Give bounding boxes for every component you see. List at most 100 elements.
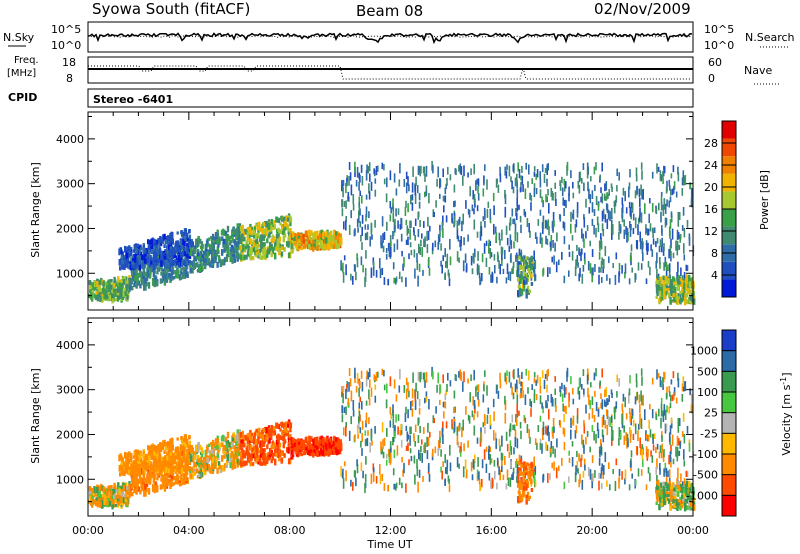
nave-tick-top: 60 (708, 56, 722, 69)
range-gate-cell (625, 207, 628, 214)
range-gate-cell (111, 488, 114, 496)
range-gate-cell (230, 246, 233, 252)
range-gate-cell (278, 456, 281, 462)
range-gate-cell (310, 230, 313, 236)
range-gate-cell (635, 174, 638, 182)
range-gate-cell (209, 455, 213, 461)
range-gate-cell (662, 171, 664, 180)
range-gate-cell (211, 445, 214, 452)
range-gate-cell (160, 466, 163, 473)
range-gate-cell (629, 221, 631, 228)
range-gate-cell (414, 218, 417, 226)
range-gate-cell (553, 255, 555, 265)
range-gate-cell (570, 211, 572, 222)
range-gate-cell (475, 180, 477, 191)
range-gate-cell (563, 208, 565, 216)
range-gate-cell (236, 429, 239, 436)
range-gate-cell (372, 257, 375, 265)
range-gate-cell (110, 284, 113, 290)
range-gate-cell (476, 263, 479, 273)
range-gate-cell (147, 445, 150, 451)
range-gate-cell (276, 238, 280, 245)
range-gate-cell (520, 224, 522, 234)
range-gate-cell (337, 443, 340, 448)
range-gate-cell (556, 232, 558, 242)
range-gate-cell (151, 265, 154, 273)
range-gate-cell (98, 290, 101, 294)
range-gate-cell (332, 437, 336, 442)
range-gate-cell (276, 444, 280, 451)
range-gate-cell (501, 257, 503, 266)
range-gate-cell (657, 286, 661, 291)
range-gate-cell (89, 285, 92, 289)
range-gate-cell (170, 479, 173, 485)
range-gate-cell (690, 187, 693, 199)
range-gate-cell (270, 458, 273, 464)
noise-tick-bottom-right: 10^0 (704, 39, 734, 52)
range-gate-cell (662, 275, 665, 283)
range-gate-cell (663, 289, 666, 296)
range-gate-cell (639, 197, 641, 207)
range-gate-cell (229, 462, 232, 469)
range-gate-cell (126, 461, 130, 467)
range-gate-cell (660, 174, 663, 182)
range-gate-cell (198, 458, 201, 463)
range-gate-cell (672, 165, 675, 173)
range-gate-cell (337, 439, 340, 444)
range-gate-cell (523, 255, 526, 262)
nsky-label: N.Sky (3, 31, 35, 44)
range-gate-cell (88, 281, 92, 286)
range-gate-cell (135, 488, 138, 495)
range-gate-cell (208, 450, 212, 457)
range-gate-cell (161, 459, 164, 463)
range-gate-cell (196, 458, 200, 463)
range-gate-cell (162, 483, 165, 488)
range-gate-cell (173, 249, 176, 255)
range-gate-cell (392, 262, 395, 270)
range-gate-cell (211, 233, 215, 240)
range-gate-cell (239, 226, 243, 232)
range-gate-cell (282, 441, 285, 449)
range-gate-cell (482, 216, 485, 222)
range-gate-cell (171, 277, 174, 281)
range-gate-cell (155, 445, 158, 452)
range-gate-cell (484, 210, 486, 220)
range-gate-cell (186, 453, 189, 459)
range-gate-cell (549, 246, 552, 252)
range-gate-cell (126, 246, 130, 253)
range-gate-cell (530, 263, 533, 271)
range-gate-cell (688, 274, 691, 282)
range-gate-cell (155, 247, 159, 255)
range-gate-cell (142, 267, 146, 275)
range-gate-cell (649, 198, 651, 204)
range-gate-cell (286, 421, 290, 426)
range-gate-cell (677, 232, 680, 240)
range-gate-cell (93, 486, 96, 494)
range-gate-cell (234, 244, 238, 252)
range-gate-cell (138, 479, 141, 484)
range-gate-cell (519, 187, 522, 193)
range-gate-cell (120, 491, 123, 497)
range-gate-cell (139, 477, 142, 481)
range-gate-cell (146, 272, 150, 278)
range-gate-cell (401, 250, 403, 257)
range-gate-cell (476, 178, 478, 185)
range-gate-cell (287, 447, 290, 454)
range-gate-cell (167, 441, 170, 448)
cpid-label: CPID (8, 91, 37, 104)
range-gate-cell (279, 222, 282, 226)
range-gate-cell (645, 240, 648, 246)
range-gate-cell (142, 247, 146, 254)
range-gate-cell (232, 239, 235, 244)
range-gate-cell (638, 215, 641, 222)
range-gate-cell (382, 233, 384, 244)
range-gate-cell (254, 445, 257, 452)
range-gate-cell (354, 161, 356, 173)
range-gate-cell (155, 244, 158, 249)
range-gate-cell (655, 295, 658, 299)
range-gate-cell (255, 429, 258, 433)
range-gate-cell (322, 438, 325, 446)
range-gate-cell (680, 299, 684, 303)
range-gate-cell (229, 441, 233, 445)
range-gate-cell (144, 283, 147, 291)
